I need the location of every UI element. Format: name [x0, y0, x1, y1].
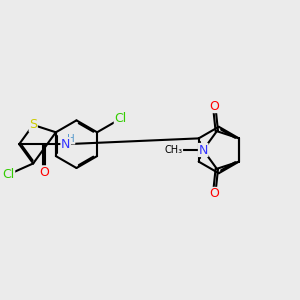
Text: O: O	[39, 166, 49, 179]
Text: O: O	[209, 188, 219, 200]
Text: S: S	[29, 118, 37, 131]
Text: CH₃: CH₃	[164, 145, 183, 155]
Text: Cl: Cl	[114, 112, 127, 125]
Text: H: H	[67, 134, 75, 144]
Text: Cl: Cl	[2, 168, 15, 181]
Text: O: O	[209, 100, 219, 112]
Text: N: N	[61, 138, 70, 151]
Text: N: N	[199, 143, 208, 157]
